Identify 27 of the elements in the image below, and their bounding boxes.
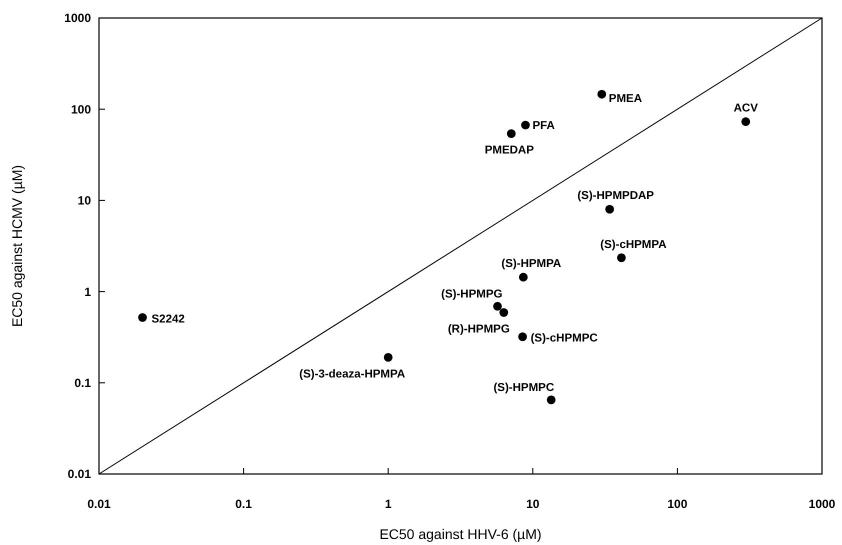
annotation: S2242 xyxy=(152,314,185,326)
x-tick-label: 0.1 xyxy=(235,497,252,511)
annotation: (S)-3-deaza-HPMPA xyxy=(299,368,406,380)
annotation: PMEDAP xyxy=(484,144,534,157)
annotation: (R)-HPMPG xyxy=(448,324,510,336)
annotation: ACV xyxy=(734,102,758,115)
y-tick-label: 1000 xyxy=(64,11,92,26)
y-tick-label: 0.01 xyxy=(68,467,92,482)
annotation: (S)-HPMPA xyxy=(501,258,562,270)
annotation: (S)-HPMPC xyxy=(493,382,554,394)
x-axis-title: EC50 against HHV-6 (µM) xyxy=(379,526,542,542)
annotation: (S)-HPMPDAP xyxy=(577,190,654,202)
annotation: PMEA xyxy=(608,93,642,106)
y-tick-label: 10 xyxy=(78,194,92,208)
x-tick-label: 100 xyxy=(667,497,688,511)
x-tick-label: 1000 xyxy=(808,497,836,511)
annotation: PFA xyxy=(532,120,555,132)
annotation: (S)-cHPMPC xyxy=(530,332,598,345)
y-axis-title: EC50 against HCMV (µM) xyxy=(9,164,25,328)
x-tick-label: 1 xyxy=(384,497,392,511)
y-tick-label: 1 xyxy=(84,284,92,299)
y-tick-label: 0.1 xyxy=(74,376,92,390)
annotation: (S)-cHPMPA xyxy=(600,238,667,251)
y-tick-label: 100 xyxy=(70,102,92,116)
annotation: (S)-HPMPG xyxy=(441,288,503,300)
x-tick-label: 10 xyxy=(526,497,540,511)
x-tick-label: 0.01 xyxy=(87,497,111,511)
